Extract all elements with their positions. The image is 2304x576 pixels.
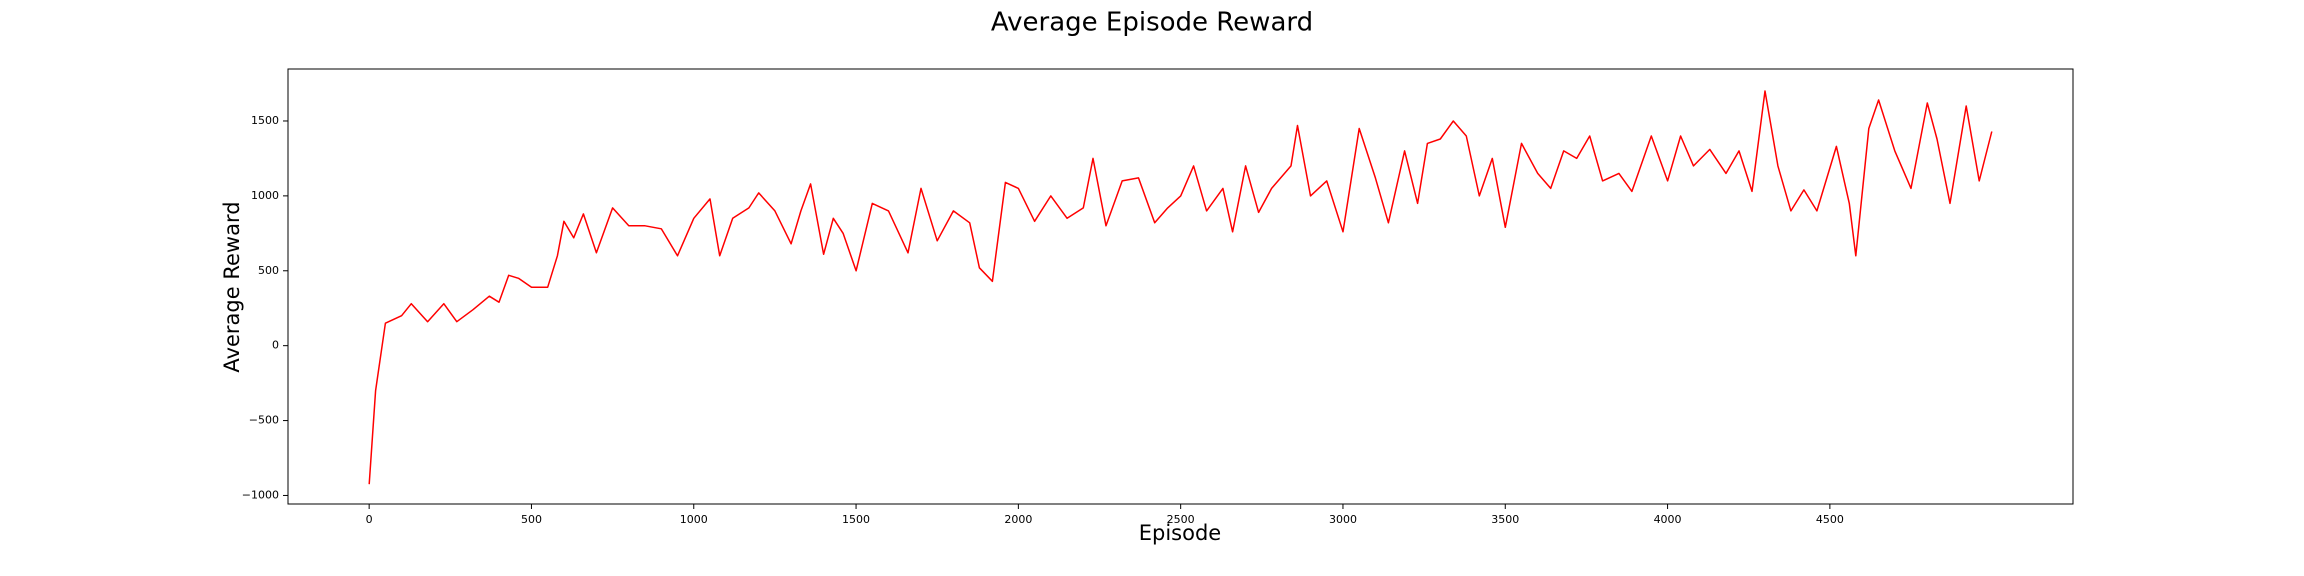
data-line: [368, 90, 1993, 485]
y-tick-label: 0: [272, 339, 279, 352]
chart-title: Average Episode Reward: [991, 8, 1313, 38]
y-tick-label: −1000: [242, 488, 279, 501]
x-axis-label: Episode: [1139, 521, 1221, 545]
x-tick-label: 3000: [1329, 513, 1357, 526]
x-tick-label: 4500: [1816, 513, 1844, 526]
x-tick-label: 3500: [1491, 513, 1519, 526]
x-tick-label: 1000: [680, 513, 708, 526]
x-tick-label: 2500: [1167, 513, 1195, 526]
y-tick-label: 1500: [251, 114, 279, 127]
y-tick-label: 1000: [251, 189, 279, 202]
x-tick-label: 2000: [1004, 513, 1032, 526]
y-tick-label: −500: [249, 414, 279, 427]
y-tick-label: 500: [258, 264, 279, 277]
y-axis-label: Average Reward: [220, 201, 244, 372]
x-tick-label: 4000: [1654, 513, 1682, 526]
x-tick-label: 500: [521, 513, 542, 526]
x-tick-label: 0: [366, 513, 373, 526]
x-tick-label: 1500: [842, 513, 870, 526]
